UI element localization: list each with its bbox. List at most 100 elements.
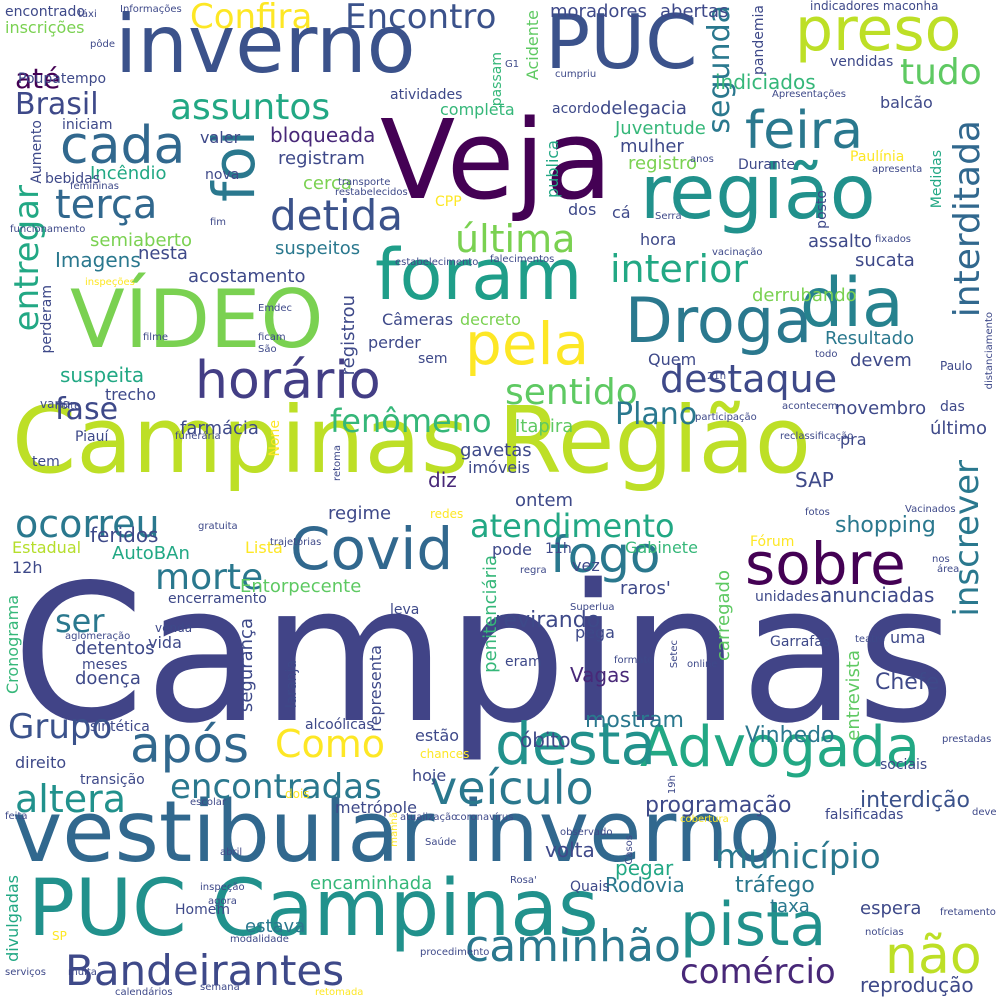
word-anos: anos <box>690 154 714 165</box>
word-rosa: Rosa' <box>510 875 537 886</box>
word-medidas: Medidas <box>929 150 945 209</box>
word-escolar: escolar <box>190 797 226 808</box>
word-pra: pra <box>840 430 867 449</box>
word-estao: estão <box>415 726 460 745</box>
word-semana: semana <box>200 982 240 993</box>
word-altera: altera <box>15 777 127 821</box>
word-unidades: unidades <box>755 589 819 605</box>
word-estadual: Estadual <box>12 538 82 557</box>
word-fenomeno: fenômeno <box>330 402 492 440</box>
word-raros: raros' <box>620 578 671 599</box>
word-inverno: inverno <box>115 0 416 91</box>
word-gavetas: gavetas <box>460 440 532 461</box>
word-homem: Homem <box>175 902 230 918</box>
word-revirando: revirando <box>495 608 601 633</box>
word-registram: registram <box>278 148 365 169</box>
word-cpp: CPP <box>435 194 462 210</box>
word-brasil: Brasil <box>15 87 99 122</box>
word-incendio: Incêndio <box>90 163 167 184</box>
word-sucata: sucata <box>855 250 915 271</box>
word-passam: passam <box>489 52 505 107</box>
word-retomada: retomada <box>315 987 364 998</box>
word-area: área <box>937 564 960 575</box>
word-varia: varia <box>40 397 71 411</box>
word-grupo: Grupo <box>8 707 113 747</box>
word-dia: dia <box>800 264 904 343</box>
word-cameras: Câmeras <box>382 310 454 329</box>
word-pegar: pegar <box>615 856 674 880</box>
word-interior: interior <box>610 247 748 291</box>
word-campinas: Campinas <box>12 544 956 765</box>
word-acontecem: acontecem <box>782 401 838 412</box>
word-sp: SP <box>52 929 67 943</box>
word-feira: feira <box>745 101 863 161</box>
word-ser: ser <box>55 602 105 640</box>
word-inspecao: inspeção <box>200 882 245 893</box>
word-estabelecimento: estabelecimento <box>395 257 479 268</box>
word-saude: Saúde <box>425 837 457 848</box>
word-regiao: região <box>640 148 876 236</box>
word-calendarios: calendários <box>115 987 173 998</box>
word-preso: preso <box>795 0 962 65</box>
word-19h: 19h <box>667 775 678 795</box>
word-veiculo: veículo <box>430 761 594 815</box>
word-sao: São <box>258 344 277 355</box>
word-estava: estava <box>245 916 306 937</box>
word-chances: chances <box>420 747 470 761</box>
word-vida: vida <box>148 633 182 652</box>
word-suspeitos: suspeitos <box>275 238 361 259</box>
word-manha: manhã <box>389 812 400 847</box>
word-serra: Serra <box>655 211 682 222</box>
word-alcoolicas: alcoólicas <box>305 717 374 733</box>
word-autoban: AutoBAn <box>112 543 190 564</box>
word-pandemia: pandemia <box>751 5 767 75</box>
word-encaminhada: encaminhada <box>310 873 433 894</box>
word-quais: Quais <box>570 879 610 895</box>
word-ontem: ontem <box>515 490 574 511</box>
word-vez: vez <box>572 556 600 575</box>
word-completa: completa <box>440 100 515 119</box>
word-encerramento: encerramento <box>168 591 267 607</box>
word-derrubando: derrubando <box>752 285 857 306</box>
word-gabinete: Gabinete <box>625 538 698 557</box>
word-puc-campinas: PUC Campinas <box>28 864 599 954</box>
word-abril: abril <box>220 847 243 858</box>
word-feridos: feridos <box>90 523 159 547</box>
word-multa: multa <box>68 967 97 978</box>
word-chefe: Chefe <box>875 670 940 695</box>
word-semiaberto: semiaberto <box>90 230 192 251</box>
word-trecho: trecho <box>105 385 157 404</box>
word-transicao: transição <box>80 772 145 788</box>
word-interdicao: interdição <box>860 788 970 813</box>
word-sociais: sociais <box>880 757 928 773</box>
word-todo: todo <box>815 349 838 360</box>
word-iniciam: iniciam <box>62 117 113 133</box>
word-pega: pega <box>575 623 615 642</box>
word-espera: espera <box>860 898 922 919</box>
word-itapira: Itapira <box>515 416 574 437</box>
word-fotos: fotos <box>805 507 830 518</box>
word-aumento: Aumento <box>29 120 45 184</box>
word-registro: registro <box>628 153 697 174</box>
word-hora: hora <box>640 230 677 249</box>
word-municipio: município <box>715 837 881 877</box>
word-noite: noite <box>55 401 81 412</box>
word-campinas-regiao: Campinas Região <box>12 387 812 494</box>
word-metropole: metrópole <box>335 798 417 817</box>
word-agora: agora <box>208 896 237 907</box>
word-novembro: novembro <box>835 398 927 419</box>
word-feita: feita <box>5 811 28 822</box>
word-assalto: assalto <box>808 231 872 252</box>
word-fim: fim <box>210 217 227 228</box>
word-vagas: Vagas <box>570 663 630 687</box>
word-vestibular-inverno: vestibular inverno <box>12 783 781 882</box>
word-veja: Veja <box>380 96 613 224</box>
word-dos: dos <box>568 200 597 219</box>
word-doenca: doença <box>75 668 141 689</box>
word-vinhedo: Vinhedo <box>745 723 835 748</box>
word-pode: pôde <box>90 39 115 50</box>
word-imagens: Imagens <box>55 248 141 272</box>
word-femininas: femininas <box>70 181 119 192</box>
word-caminhao: caminhão <box>465 921 681 972</box>
word-piaui: Piauí <box>75 429 109 445</box>
